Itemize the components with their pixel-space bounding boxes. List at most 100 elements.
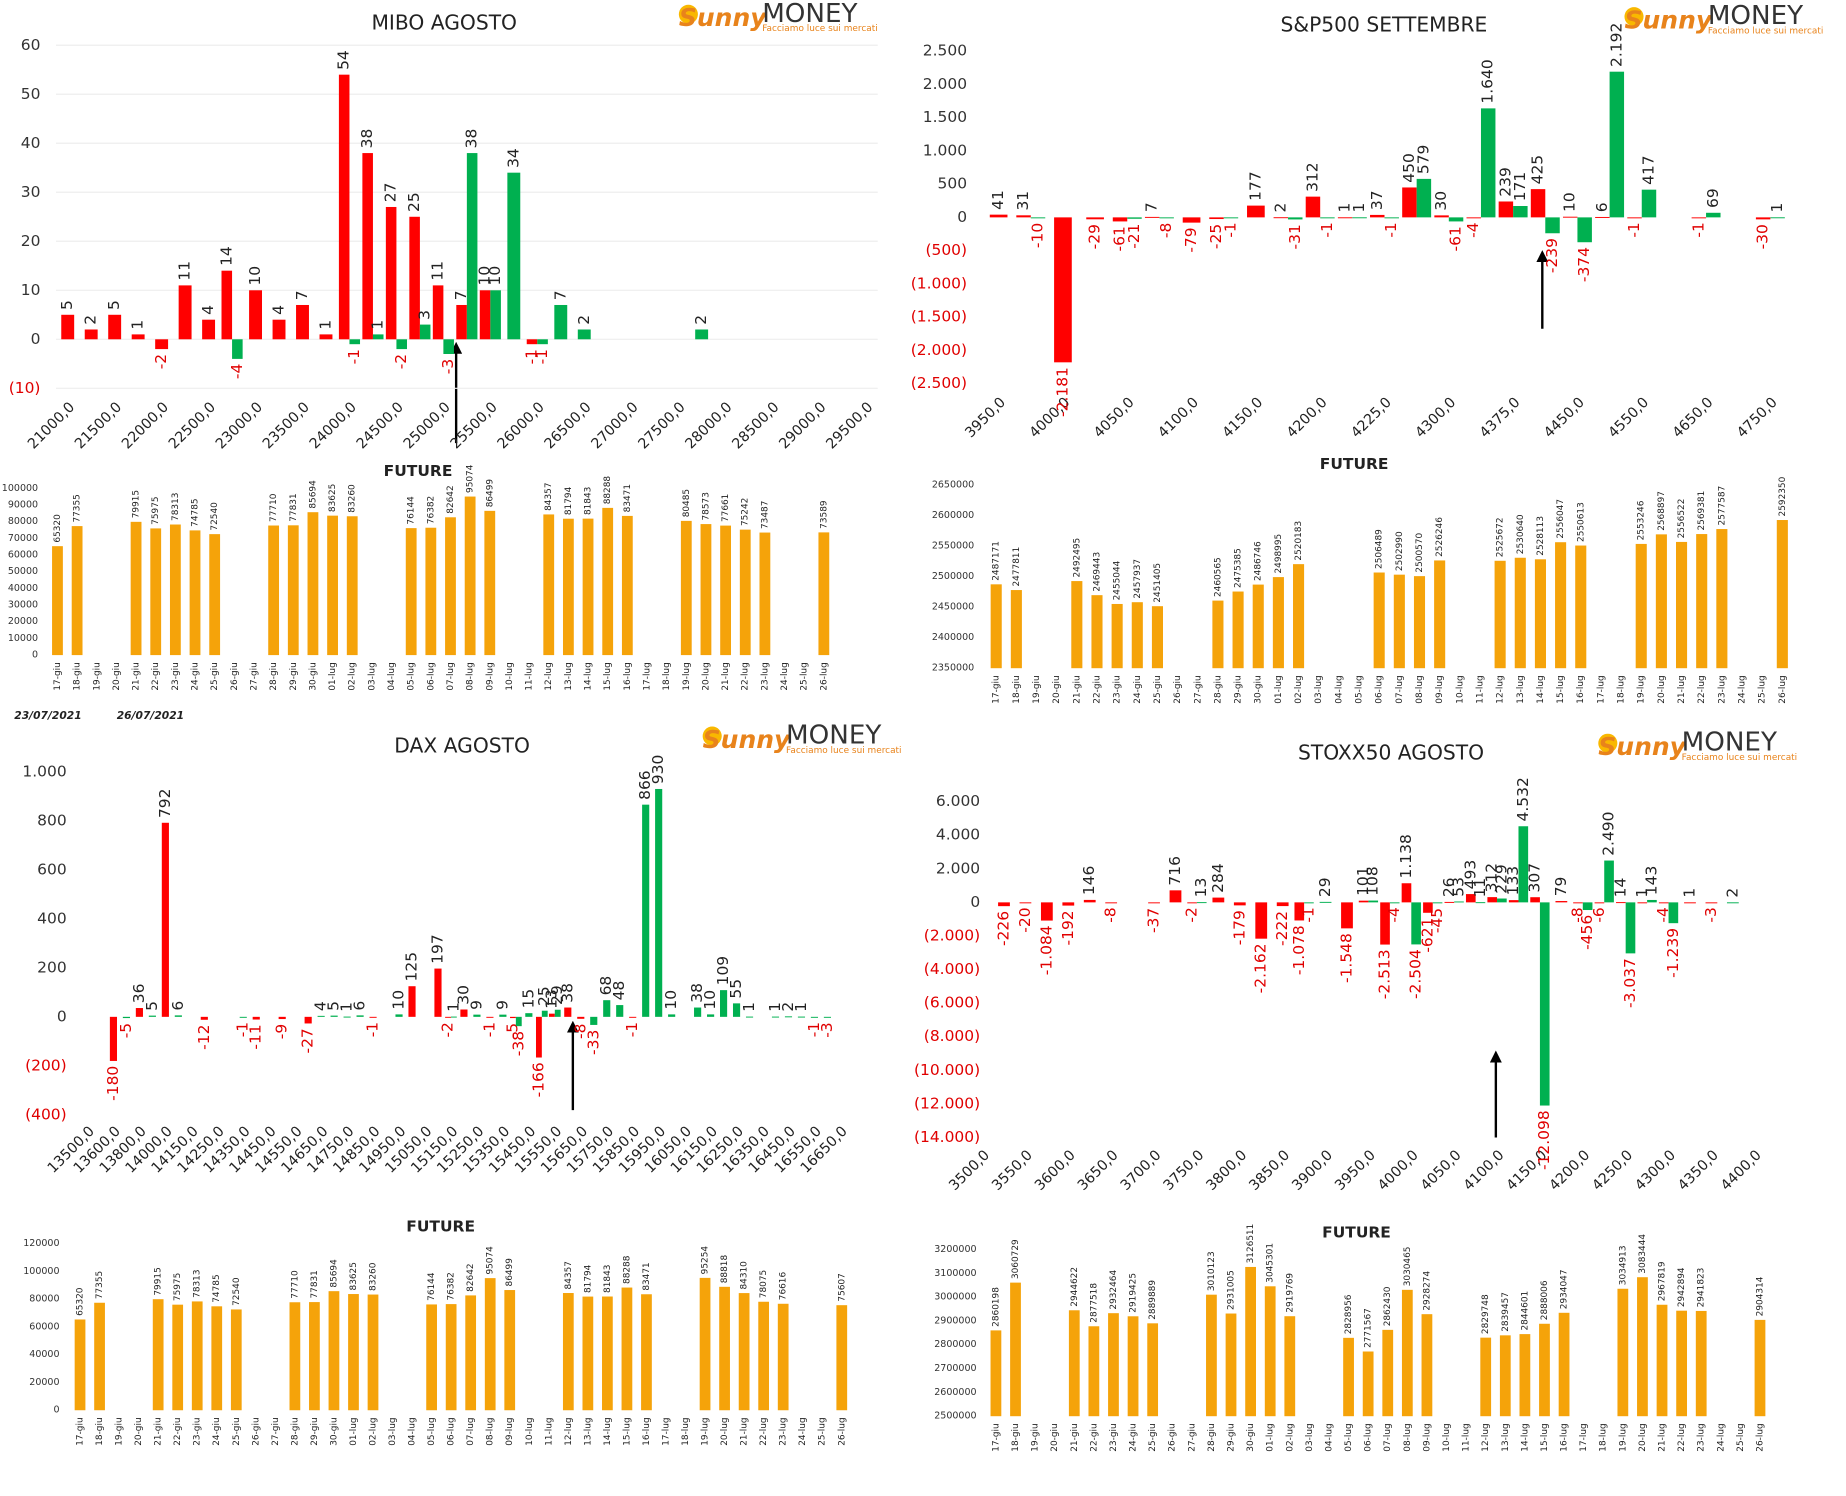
- bar: [1358, 900, 1369, 903]
- bar: [1337, 217, 1353, 219]
- value-label: 30: [1432, 191, 1450, 211]
- bar: [562, 1293, 574, 1411]
- bar: [616, 1005, 624, 1017]
- value-label: 125: [403, 952, 421, 982]
- x-tick-label: 07-lug: [1383, 1423, 1393, 1451]
- x-tick-label: 14-lug: [1536, 675, 1546, 703]
- bar: [1776, 520, 1788, 669]
- value-label: 1.138: [1397, 834, 1415, 878]
- bar: [1518, 826, 1529, 903]
- chart-title: STOXX50 AGOSTO: [1298, 740, 1484, 764]
- bar: [445, 517, 456, 656]
- bar: [738, 1293, 750, 1411]
- value-label: -1.078: [1290, 925, 1308, 975]
- x-tick-label: 01-lug: [1266, 1423, 1276, 1451]
- value-label: -9: [273, 1024, 291, 1039]
- value-label: -11: [247, 1024, 265, 1049]
- bar: [445, 1016, 451, 1018]
- x-tick-label: 23-giu: [193, 1417, 203, 1445]
- x-tick-label: 28-giu: [290, 1417, 300, 1445]
- bar: [759, 532, 771, 656]
- value-label: -1: [1625, 222, 1643, 237]
- bar: [130, 521, 142, 656]
- y-tick-label: 0: [970, 893, 980, 911]
- logo-sun: [1624, 7, 1644, 27]
- x-tick-label: 08-lug: [1415, 675, 1425, 703]
- x-tick-label: 3600,0: [1032, 1147, 1079, 1194]
- x-tick-label: 27-giu: [1187, 1423, 1197, 1451]
- value-label: 579: [1414, 145, 1432, 175]
- x-tick-label: 30-giu: [308, 662, 318, 690]
- bar: [758, 1301, 770, 1411]
- chart-title: DAX AGOSTO: [394, 733, 530, 757]
- bar: [771, 1016, 780, 1018]
- value-label: 11: [1471, 878, 1489, 898]
- value-label: 1: [444, 1002, 462, 1012]
- bar: [1595, 216, 1610, 218]
- bar: [296, 304, 309, 340]
- bar: [1159, 217, 1174, 219]
- bar: [1705, 902, 1718, 904]
- value-label: 81843: [584, 487, 594, 515]
- value-label: 2486746: [1254, 541, 1264, 581]
- value-label: 2931005: [1227, 1270, 1237, 1310]
- x-tick-label: 23000,0: [213, 399, 266, 452]
- value-label: 2888006: [1540, 1280, 1550, 1320]
- value-label: 2829748: [1481, 1294, 1491, 1334]
- y-tick-label: 50000: [8, 566, 38, 577]
- x-tick-label: 4300,0: [1632, 1147, 1679, 1194]
- bar: [1040, 902, 1053, 921]
- bar: [172, 1304, 184, 1411]
- y-tick-label: 2450000: [932, 602, 974, 613]
- bar: [317, 1015, 325, 1017]
- x-tick-label: 17-giu: [992, 675, 1002, 703]
- bar: [1555, 901, 1568, 903]
- value-label: 2.490: [1600, 811, 1618, 855]
- bar: [777, 1303, 789, 1411]
- bar: [707, 1014, 715, 1017]
- value-label: -30: [1754, 224, 1772, 249]
- bar: [668, 1014, 676, 1017]
- y-tick-label: 40000: [29, 1349, 59, 1360]
- value-label: 3010123: [1207, 1251, 1217, 1291]
- value-label: 2553246: [1637, 500, 1647, 540]
- bar: [1609, 71, 1625, 218]
- bar: [1212, 600, 1224, 669]
- x-tick-label: 26-giu: [251, 1417, 261, 1445]
- x-tick-label: 22000,0: [119, 399, 172, 452]
- value-label: -2: [1183, 907, 1201, 922]
- bar: [268, 525, 280, 656]
- value-label: -1: [1318, 222, 1336, 237]
- bar: [367, 1294, 379, 1411]
- bar: [1212, 897, 1225, 903]
- bar: [1641, 189, 1657, 218]
- bar: [537, 339, 548, 345]
- value-label: -3.037: [1621, 958, 1639, 1008]
- bar: [525, 1013, 533, 1017]
- bar: [1616, 902, 1626, 904]
- bar: [385, 206, 397, 340]
- bar: [1319, 901, 1332, 903]
- bar: [1555, 542, 1567, 669]
- value-label: 79915: [132, 490, 142, 518]
- value-label: 48: [610, 981, 628, 1001]
- value-label: 493: [1461, 860, 1479, 890]
- value-label: 65320: [53, 514, 63, 543]
- bar: [189, 530, 201, 656]
- value-label: 143: [1642, 866, 1660, 896]
- value-label: 2: [575, 315, 593, 325]
- x-tick-label: 04-lug: [408, 1417, 418, 1445]
- x-tick-label: 22-lug: [1697, 675, 1707, 703]
- value-label: 307: [1526, 863, 1544, 893]
- x-tick-label: 23-giu: [171, 662, 181, 690]
- value-label: 38: [463, 129, 481, 149]
- value-label: 11: [429, 261, 447, 281]
- bar: [1480, 108, 1496, 218]
- value-label: -192: [1059, 910, 1077, 945]
- bar: [1635, 543, 1647, 669]
- value-label: -226: [994, 911, 1012, 946]
- value-label: 77831: [289, 493, 299, 521]
- bar: [1444, 901, 1455, 903]
- chart-title: FUTURE: [406, 1217, 475, 1235]
- value-label: 25: [535, 986, 553, 1006]
